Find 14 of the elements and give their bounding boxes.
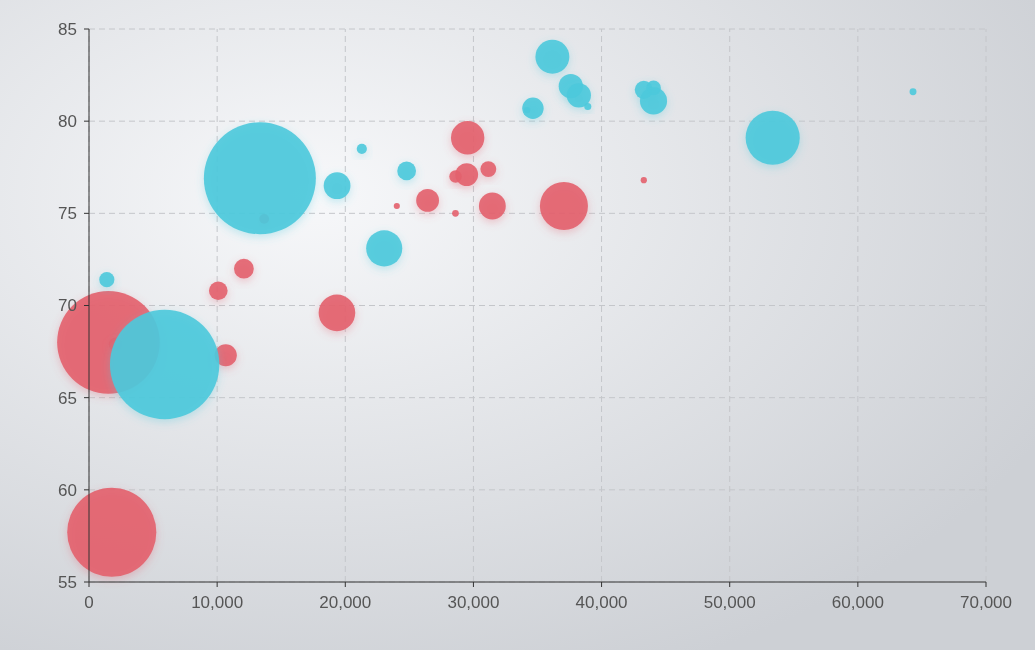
x-tick-label: 50,000 bbox=[703, 593, 756, 612]
y-tick-label: 75 bbox=[58, 204, 77, 224]
x-tick-label: 40,000 bbox=[575, 593, 628, 612]
y-tick-label: 80 bbox=[58, 112, 77, 132]
y-tick-label: 65 bbox=[58, 388, 77, 408]
x-tick-label: 60,000 bbox=[831, 593, 884, 612]
x-tick-label: 0 bbox=[84, 593, 94, 612]
x-tick-label: 10,000 bbox=[191, 593, 244, 612]
x-tick-label: 30,000 bbox=[447, 593, 500, 612]
y-tick-label: 60 bbox=[58, 480, 77, 500]
x-tick-label: 20,000 bbox=[319, 593, 372, 612]
y-tick-label: 85 bbox=[58, 19, 77, 39]
y-tick-label: 55 bbox=[58, 572, 77, 592]
x-tick-label: 70,000 bbox=[960, 593, 1012, 612]
